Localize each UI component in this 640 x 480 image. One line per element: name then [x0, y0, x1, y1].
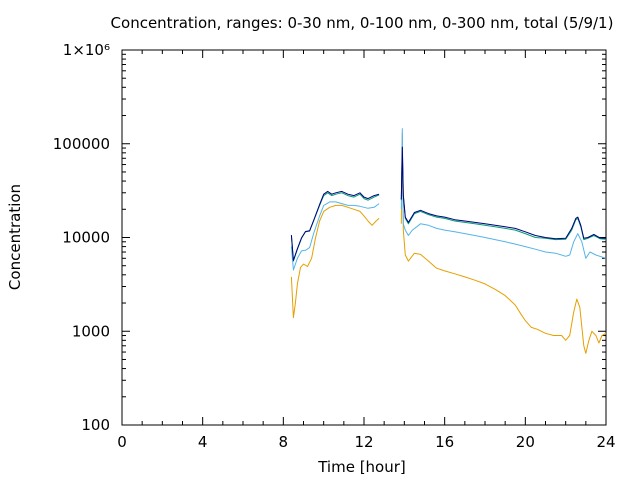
y-tick-label: 1×10⁶ — [63, 41, 110, 59]
series-layer — [290, 128, 607, 354]
series-segment — [400, 132, 607, 354]
y-tick-label: 100 — [81, 416, 110, 434]
x-axis-label: Time [hour] — [317, 458, 406, 476]
y-axis-label: Concentration — [6, 184, 24, 290]
x-tick-label: 16 — [435, 433, 454, 451]
x-axis: 0 4 8 12 16 20 24 — [117, 50, 616, 451]
series-segment — [290, 201, 380, 271]
series-segment — [290, 190, 380, 261]
y-tick-label: 100000 — [53, 135, 110, 153]
y-axis: 100 1000 10000 100000 1×10⁶ — [53, 41, 606, 434]
x-tick-label: 0 — [117, 433, 127, 451]
series-segment — [400, 128, 607, 259]
x-tick-label: 24 — [596, 433, 615, 451]
series-line-3 — [290, 147, 607, 262]
series-segment — [400, 146, 607, 240]
x-tick-label: 8 — [279, 433, 289, 451]
series-line-1 — [290, 132, 607, 354]
series-segment — [400, 147, 607, 241]
y-tick-label: 1000 — [72, 322, 110, 340]
series-line-4 — [290, 146, 607, 261]
series-segment — [290, 204, 380, 319]
chart-title: Concentration, ranges: 0-30 nm, 0-100 nm… — [111, 14, 614, 32]
x-tick-label: 20 — [516, 433, 535, 451]
series-line-2 — [290, 128, 607, 271]
x-tick-label: 4 — [198, 433, 208, 451]
y-tick-label: 10000 — [62, 229, 110, 247]
plot-frame — [121, 49, 607, 426]
x-tick-label: 12 — [354, 433, 373, 451]
